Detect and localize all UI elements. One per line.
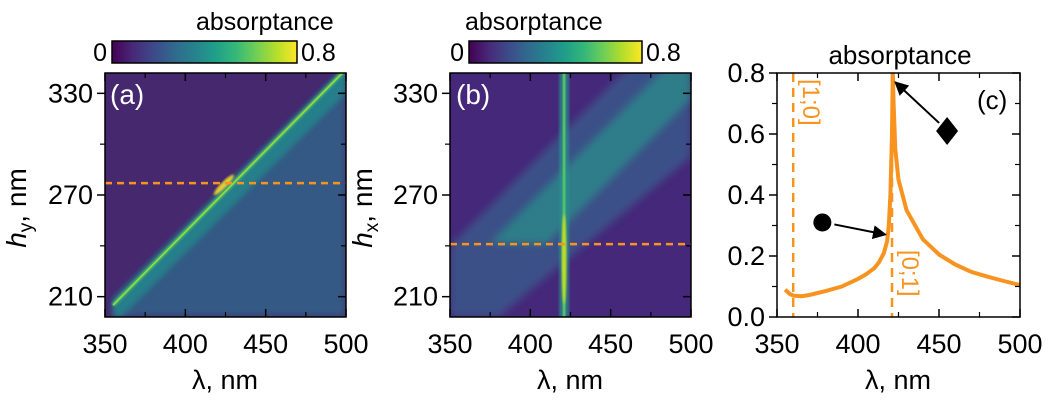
c-x-tick-label: 450 xyxy=(916,329,961,359)
a-x-tick-label: 450 xyxy=(243,329,288,359)
y-axis-label-b: hx, nm xyxy=(347,168,383,248)
b-x-tick-label: 350 xyxy=(427,329,472,359)
panel-a: absorptance 0 0.8 350 400 450 500 210 270 330… xyxy=(1,8,369,395)
c-x-tick-label: 500 xyxy=(997,329,1042,359)
panel-b: absorptance 0 0.8 350 400 450 500 210 270 330… xyxy=(347,8,714,395)
heatmap-b-diagonal-band xyxy=(490,73,691,245)
panel-label-b: (b) xyxy=(456,79,490,110)
x-axis-label-b: λ, nm xyxy=(537,365,603,395)
heatmap-a xyxy=(105,73,346,317)
colorbar-title-a: absorptance xyxy=(196,8,334,36)
heatmap-a-mid-band xyxy=(113,73,346,317)
c-x-tick-label: 400 xyxy=(835,329,880,359)
heatmap-a-peak xyxy=(213,174,234,196)
a-x-tick-label: 400 xyxy=(163,329,208,359)
colorbar-title-b: absorptance xyxy=(465,8,603,36)
x-ticks-b: 350 400 450 500 xyxy=(427,73,714,359)
colorbar-max-label-b: 0.8 xyxy=(646,39,681,67)
c-x-tick-label: 350 xyxy=(754,329,799,359)
x-axis-label-c: λ, nm xyxy=(865,365,931,395)
heatmap-b xyxy=(450,73,691,317)
chart-title-c: absorptance xyxy=(828,40,971,70)
a-x-tick-label: 350 xyxy=(82,329,127,359)
heatmap-b-resonance-line xyxy=(562,73,566,317)
panel-label-c: (c) xyxy=(977,85,1007,115)
colorbar-min-label-b: 0 xyxy=(450,39,464,67)
b-y-tick-label: 210 xyxy=(393,282,438,312)
series-line-absorptance xyxy=(783,73,1020,299)
b-x-tick-label: 400 xyxy=(508,329,553,359)
arrow-diamond xyxy=(894,81,940,124)
y-axis-label-a: hy, nm xyxy=(1,168,37,248)
c-y-tick-label: 0.0 xyxy=(727,302,765,332)
x-ticks-c: 350 400 450 500 xyxy=(754,73,1043,359)
heatmap-b-resonance-peak xyxy=(561,214,567,305)
heatmap-a-ridge xyxy=(112,73,344,306)
a-x-tick-label: 500 xyxy=(323,329,368,359)
colorbar-max-label-a: 0.8 xyxy=(301,39,336,67)
b-y-tick-label: 270 xyxy=(393,180,438,210)
colorbar-a xyxy=(111,40,298,64)
marker-circle xyxy=(813,213,832,232)
markers-c xyxy=(813,81,959,240)
x-ticks-a: 350 400 450 500 xyxy=(82,73,369,359)
b-x-tick-label: 500 xyxy=(668,329,713,359)
c-y-tick-label: 0.6 xyxy=(727,119,765,149)
b-x-tick-label: 450 xyxy=(588,329,633,359)
c-y-tick-label: 0.2 xyxy=(727,241,765,271)
colorbar-min-label-a: 0 xyxy=(93,39,107,67)
colorbar-b xyxy=(468,40,643,64)
y-ticks-c: 0.0 0.2 0.4 0.6 0.8 xyxy=(727,58,1020,332)
y-ticks-a: 210 270 330 xyxy=(48,78,346,312)
panel-c: absorptance [1;0][0;1] 350 400 450 500 0.00… xyxy=(727,40,1042,395)
a-y-tick-label: 210 xyxy=(48,282,93,312)
b-y-tick-label: 330 xyxy=(393,78,438,108)
marker-diamond xyxy=(936,116,959,145)
plot-area-c: [1;0] [0;1] xyxy=(783,73,1020,317)
a-y-tick-label: 270 xyxy=(48,180,93,210)
c-y-tick-label: 0.4 xyxy=(727,180,765,210)
c-y-tick-label: 0.8 xyxy=(727,58,765,88)
arrow-circle xyxy=(834,223,887,240)
panel-label-a: (a) xyxy=(110,79,144,110)
x-axis-label-a: λ, nm xyxy=(192,365,258,395)
rayleigh-label: [1;0] xyxy=(797,79,824,126)
y-ticks-b: 210 270 330 xyxy=(393,78,691,312)
a-y-tick-label: 330 xyxy=(48,78,93,108)
rayleigh-label: [0;1] xyxy=(896,250,923,297)
